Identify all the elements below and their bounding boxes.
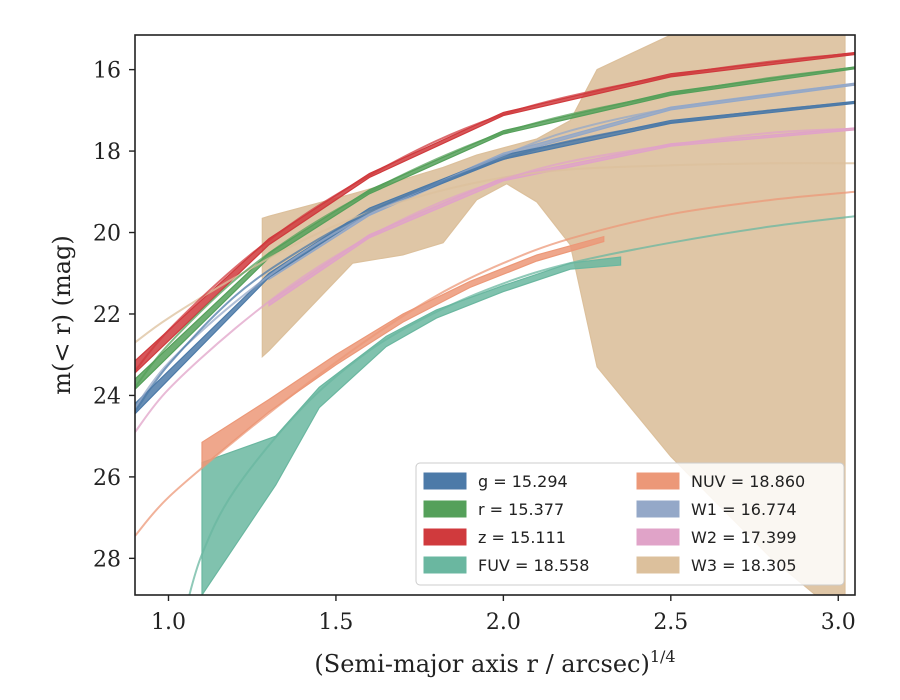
legend-swatch-r xyxy=(423,500,467,518)
x-tick-label: 1.0 xyxy=(151,610,186,635)
legend-label-nuv: NUV = 18.860 xyxy=(691,472,805,491)
x-axis-ticks: 1.0 1.5 2.0 2.5 3.0 xyxy=(151,595,856,635)
x-tick-label: 2.5 xyxy=(653,610,688,635)
legend-swatch-g xyxy=(423,472,467,490)
x-tick-label: 2.0 xyxy=(486,610,521,635)
legend-label-w1: W1 = 16.774 xyxy=(691,500,797,519)
y-tick-label: 22 xyxy=(93,303,121,328)
legend-swatch-nuv xyxy=(636,472,680,490)
y-axis-ticks: 16 18 20 22 24 26 28 xyxy=(93,59,135,572)
fit-w2 xyxy=(135,127,855,433)
band-w3 xyxy=(261,35,846,595)
plot-frame xyxy=(134,34,856,596)
legend-label-z: z = 15.111 xyxy=(478,528,566,547)
fit-w3 xyxy=(135,162,855,344)
model-curves xyxy=(135,52,855,595)
legend-swatch-w3 xyxy=(636,556,680,574)
y-tick-label: 20 xyxy=(93,222,121,247)
x-tick-label: 1.5 xyxy=(318,610,353,635)
legend-swatch-fuv xyxy=(423,556,467,574)
legend-label-w2: W2 = 17.399 xyxy=(691,528,797,547)
fit-nuv xyxy=(135,190,855,537)
legend-swatch-w2 xyxy=(636,528,680,546)
legend-label-fuv: FUV = 18.558 xyxy=(478,556,589,575)
legend-box xyxy=(415,462,845,586)
fit-z xyxy=(135,52,855,372)
y-tick-label: 16 xyxy=(93,59,121,84)
x-axis-label-exponent: 1/4 xyxy=(650,647,676,666)
legend-label-r: r = 15.377 xyxy=(478,500,564,519)
legend: g = 15.294 r = 15.377 z = 15.111 FUV = 18.5… xyxy=(415,462,845,586)
y-tick-label: 28 xyxy=(93,547,121,572)
y-tick-label: 26 xyxy=(93,466,121,491)
band-nuv xyxy=(201,235,605,468)
x-tick-label: 3.0 xyxy=(821,610,856,635)
y-tick-label: 18 xyxy=(93,140,121,165)
fit-r xyxy=(135,66,855,388)
legend-swatch-w1 xyxy=(636,500,680,518)
legend-swatch-z xyxy=(423,528,467,546)
x-axis-label: (Semi-major axis r / arcsec)1/4 xyxy=(314,647,675,678)
y-axis-label: m(< r) (mag) xyxy=(48,235,76,394)
y-tick-label: 24 xyxy=(93,384,121,409)
fit-fuv xyxy=(188,215,855,595)
legend-label-w3: W3 = 18.305 xyxy=(691,556,797,575)
legend-label-g: g = 15.294 xyxy=(478,472,568,491)
fit-g xyxy=(135,101,855,413)
